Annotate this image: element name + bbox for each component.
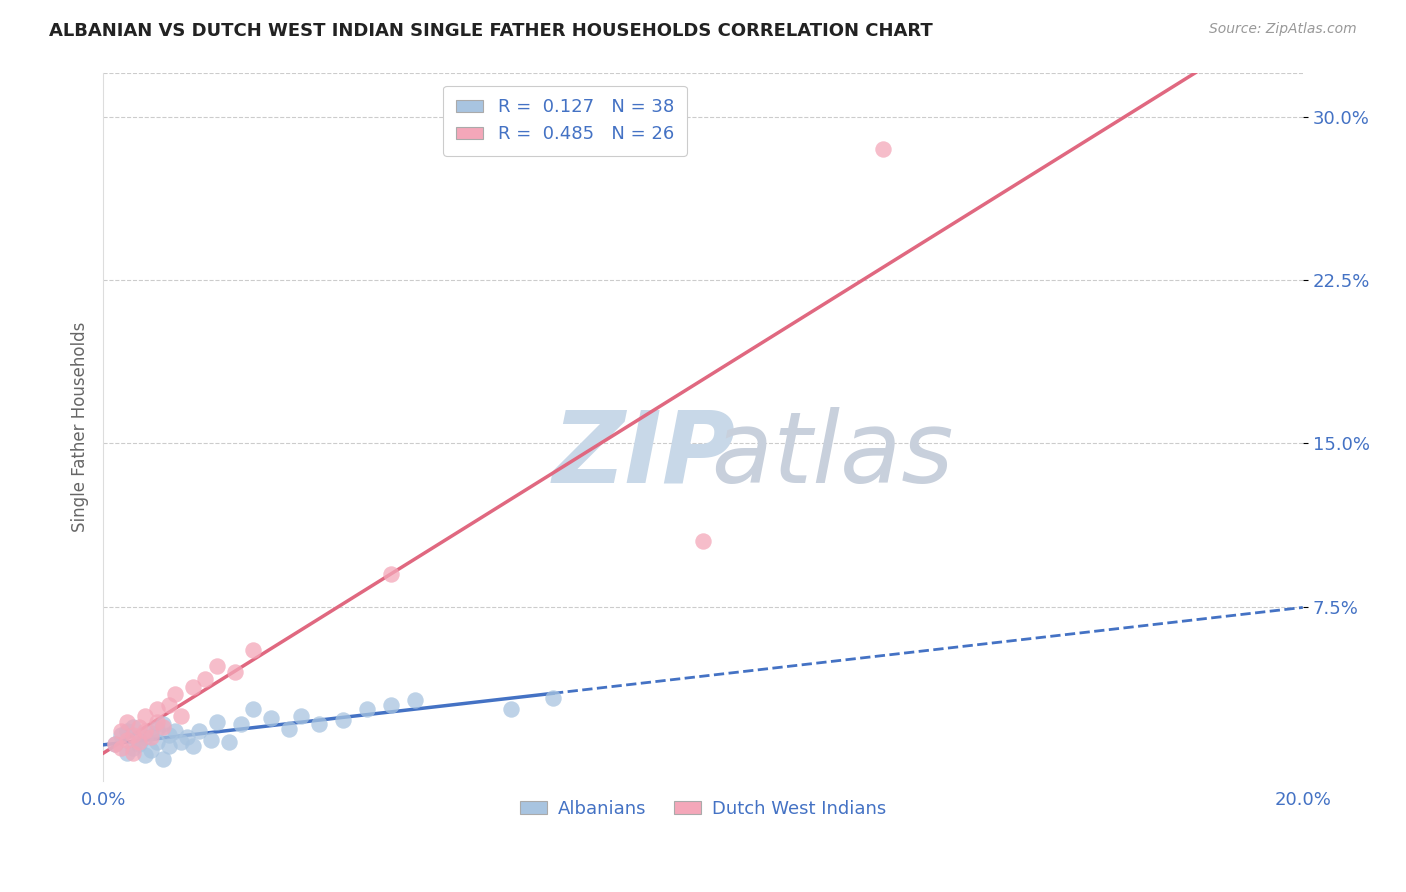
- Point: [157, 698, 180, 712]
- Point: [332, 713, 354, 727]
- Point: [110, 741, 132, 756]
- Text: ALBANIAN VS DUTCH WEST INDIAN SINGLE FATHER HOUSEHOLDS CORRELATION CHART: ALBANIAN VS DUTCH WEST INDIAN SINGLE FAT…: [49, 22, 934, 40]
- Point: [692, 534, 714, 549]
- Point: [229, 717, 252, 731]
- Point: [165, 687, 187, 701]
- Point: [380, 698, 402, 712]
- Point: [146, 735, 169, 749]
- Point: [157, 728, 180, 742]
- Point: [872, 142, 894, 156]
- Point: [290, 708, 312, 723]
- Point: [224, 665, 246, 679]
- Point: [128, 735, 150, 749]
- Point: [110, 723, 132, 738]
- Point: [188, 723, 211, 738]
- Point: [134, 731, 156, 745]
- Point: [541, 691, 564, 706]
- Point: [115, 746, 138, 760]
- Point: [308, 717, 330, 731]
- Text: ZIP: ZIP: [553, 407, 735, 504]
- Point: [260, 711, 283, 725]
- Point: [115, 732, 138, 747]
- Point: [242, 643, 264, 657]
- Point: [152, 719, 174, 733]
- Point: [205, 658, 228, 673]
- Point: [139, 726, 162, 740]
- Point: [128, 737, 150, 751]
- Point: [205, 715, 228, 730]
- Legend: Albanians, Dutch West Indians: Albanians, Dutch West Indians: [513, 793, 893, 825]
- Point: [104, 737, 127, 751]
- Point: [356, 702, 378, 716]
- Point: [134, 747, 156, 762]
- Point: [139, 731, 162, 745]
- Point: [176, 731, 198, 745]
- Point: [181, 739, 204, 753]
- Point: [181, 681, 204, 695]
- Point: [122, 728, 145, 742]
- Point: [122, 741, 145, 756]
- Point: [278, 722, 301, 736]
- Point: [170, 735, 193, 749]
- Point: [218, 735, 240, 749]
- Point: [134, 708, 156, 723]
- Point: [146, 715, 169, 730]
- Text: Source: ZipAtlas.com: Source: ZipAtlas.com: [1209, 22, 1357, 37]
- Y-axis label: Single Father Households: Single Father Households: [72, 322, 89, 533]
- Point: [152, 717, 174, 731]
- Point: [110, 728, 132, 742]
- Point: [134, 723, 156, 738]
- Point: [499, 702, 522, 716]
- Point: [194, 672, 217, 686]
- Point: [122, 719, 145, 733]
- Point: [404, 693, 426, 707]
- Point: [115, 723, 138, 738]
- Point: [139, 743, 162, 757]
- Point: [146, 722, 169, 736]
- Point: [115, 715, 138, 730]
- Point: [170, 708, 193, 723]
- Point: [165, 723, 187, 738]
- Point: [200, 732, 222, 747]
- Point: [157, 739, 180, 753]
- Point: [104, 737, 127, 751]
- Point: [242, 702, 264, 716]
- Point: [146, 702, 169, 716]
- Point: [152, 752, 174, 766]
- Point: [128, 719, 150, 733]
- Text: atlas: atlas: [553, 407, 953, 504]
- Point: [128, 732, 150, 747]
- Point: [380, 567, 402, 582]
- Point: [122, 746, 145, 760]
